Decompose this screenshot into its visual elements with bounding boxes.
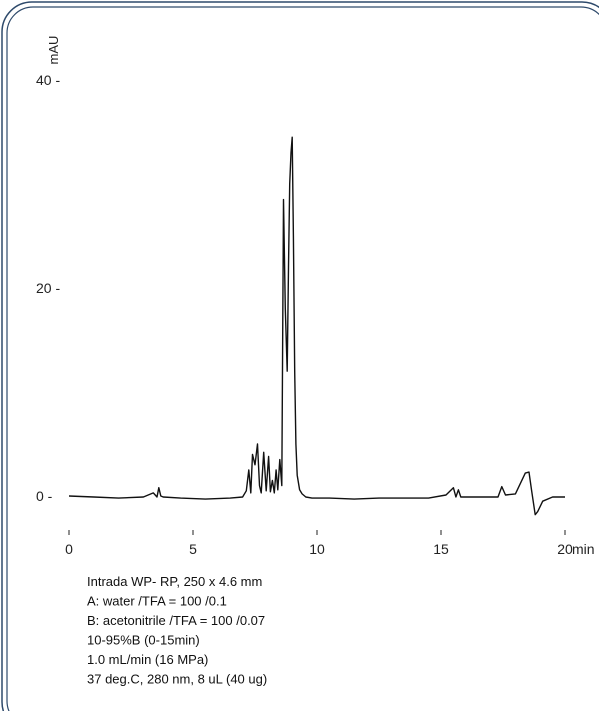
y-tick-label: 0 - (36, 488, 53, 504)
x-unit-label: min (572, 541, 595, 557)
x-tick-label: 5 (189, 541, 197, 557)
condition-line: A: water /TFA = 100 /0.1 (87, 594, 227, 609)
condition-line: Intrada WP- RP, 250 x 4.6 mm (87, 574, 262, 589)
condition-line: 10-95%B (0-15min) (87, 633, 200, 648)
y-tick-label: 20 - (36, 280, 60, 296)
frame-inner (6, 6, 599, 711)
condition-line: 1.0 mL/min (16 MPa) (87, 652, 208, 667)
condition-line: 37 deg.C, 280 nm, 8 uL (40 ug) (87, 672, 267, 687)
x-tick-label: 20 (557, 541, 573, 557)
x-tick-label: 0 (65, 541, 73, 557)
x-tick-label: 15 (433, 541, 449, 557)
x-ticks: 0 5 10 15 20 (65, 530, 573, 557)
chromatogram-trace (68, 136, 565, 516)
y-ticks: 0 - 20 - 40 - (36, 72, 60, 504)
y-tick-label: 40 - (36, 72, 60, 88)
y-axis-label: mAU (46, 36, 61, 65)
x-tick-label: 10 (309, 541, 325, 557)
condition-line: B: acetonitrile /TFA = 100 /0.07 (87, 613, 265, 628)
conditions-block: Intrada WP- RP, 250 x 4.6 mm A: water /TF… (87, 574, 267, 687)
